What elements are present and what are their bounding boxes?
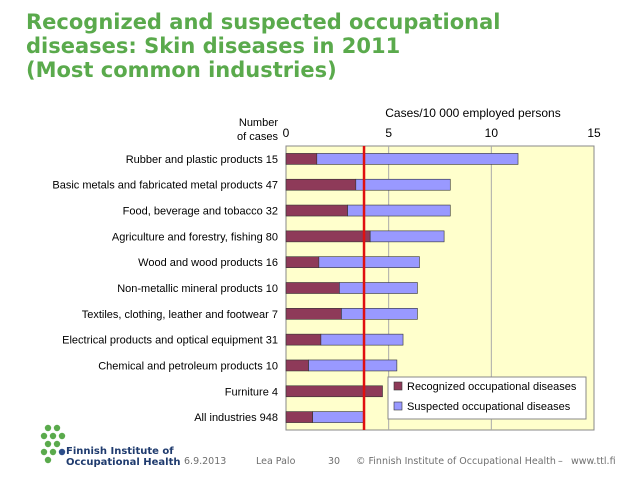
category-label: Agriculture and forestry, fishing 80 (112, 231, 278, 243)
category-header-line-1: Number (239, 117, 278, 129)
category-label: Textiles, clothing, leather and footwear… (82, 309, 278, 321)
footer-date: 6.9.2013 (184, 456, 227, 467)
category-label: Basic metals and fabricated metal produc… (52, 180, 278, 192)
legend-label: Recognized occupational diseases (407, 381, 577, 393)
legend (387, 376, 587, 420)
category-label: Electrical products and optical equipmen… (62, 335, 278, 347)
footer-website[interactable]: www.ttl.fi (571, 456, 616, 467)
bar-suspected (341, 308, 418, 320)
stacked-bar-chart: 0 5 10 15 Cases/10 000 employed persons Numbe… (52, 106, 601, 431)
bar-recognized (285, 256, 320, 268)
category-label: Non-metallic mineral products 10 (117, 283, 278, 295)
logo-text: Finnish Institute of Occupational Health (66, 446, 180, 468)
x-axis-title: Cases/10 000 employed persons (385, 106, 560, 120)
footer-copyright: © Finnish Institute of Occupational Heal… (356, 456, 556, 467)
bar-recognized (285, 411, 313, 423)
bar-recognized (285, 153, 318, 165)
x-tick-label: 5 (385, 126, 392, 140)
footer-page-number: 30 (328, 456, 341, 467)
category-label: Chemical and petroleum products 10 (98, 360, 278, 372)
legend-swatch (393, 381, 403, 391)
title-line-3: (Most common industries) (26, 58, 337, 82)
category-header-line-2: of cases (237, 131, 278, 143)
bar-suspected (355, 178, 451, 191)
bar-suspected (339, 282, 418, 294)
category-label: Wood and wood products 16 (138, 257, 278, 269)
category-label: Food, beverage and tobacco 32 (123, 206, 278, 218)
title-line-2: diseases: Skin diseases in 2011 (26, 34, 401, 58)
logo-mark-icon (40, 424, 66, 464)
bar-suspected (347, 204, 451, 217)
x-tick-label: 15 (587, 126, 601, 140)
category-label: Furniture 4 (225, 386, 278, 398)
legend-label: Suspected occupational diseases (407, 401, 571, 413)
bar-recognized (285, 308, 342, 320)
bar-suspected (318, 256, 420, 268)
bar-recognized (285, 333, 322, 346)
logo-line-1: Finnish Institute of (66, 446, 174, 457)
title-line-1: Recognized and suspected occupational (26, 10, 501, 34)
bar-recognized (285, 359, 309, 372)
bar-suspected (369, 230, 445, 243)
bar-suspected (320, 333, 404, 346)
slide-title: Recognized and suspected occupational di… (26, 10, 586, 82)
legend-swatch (393, 401, 403, 411)
bar-suspected (316, 153, 519, 165)
bar-recognized (285, 178, 357, 191)
bar-recognized (285, 385, 383, 398)
bar-recognized (285, 204, 348, 217)
ttl-logo (40, 422, 190, 472)
x-tick-label: 10 (485, 126, 499, 140)
x-tick-label: 0 (283, 126, 290, 140)
category-label: All industries 948 (194, 412, 278, 424)
bar-recognized (285, 282, 340, 294)
bar-suspected (312, 411, 365, 423)
footer-separator: – (558, 456, 563, 467)
bar-recognized (285, 230, 371, 243)
bar-suspected (308, 359, 398, 372)
logo-line-2: Occupational Health (66, 457, 181, 468)
footer-author: Lea Palo (256, 456, 296, 467)
category-label: Rubber and plastic products 15 (126, 154, 278, 166)
